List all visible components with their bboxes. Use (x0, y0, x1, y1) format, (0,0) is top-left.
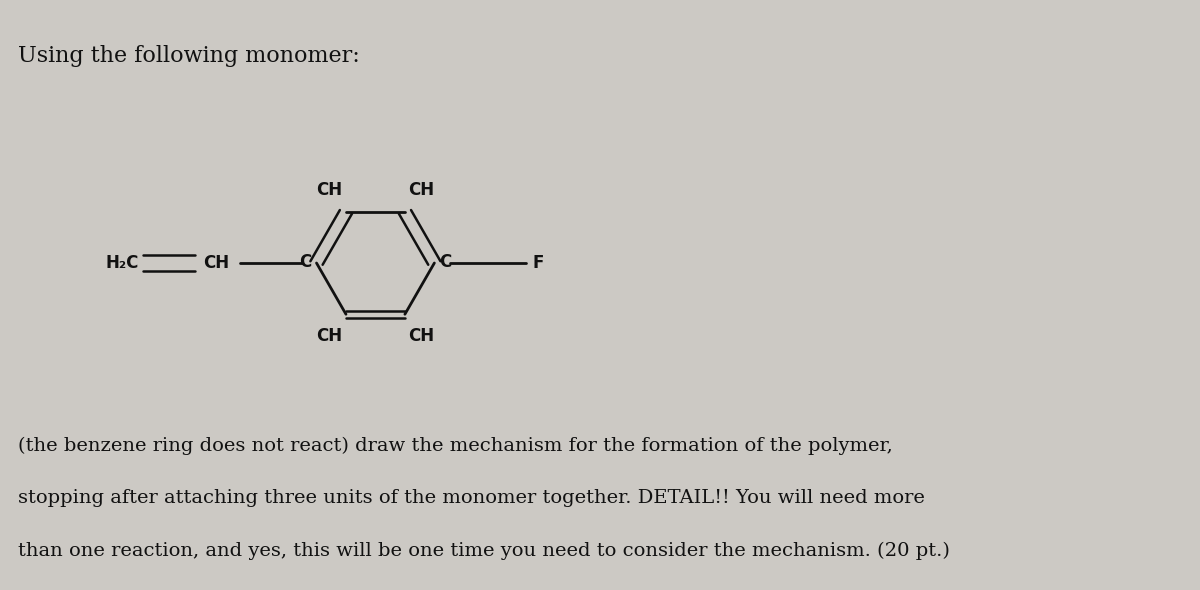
Text: CH: CH (317, 327, 342, 345)
Text: C: C (300, 253, 312, 271)
Text: F: F (532, 254, 544, 272)
Text: H₂C: H₂C (106, 254, 139, 272)
Text: (the benzene ring does not react) draw the mechanism for the formation of the po: (the benzene ring does not react) draw t… (18, 437, 893, 455)
Text: C: C (439, 253, 451, 271)
Text: CH: CH (203, 254, 229, 272)
Text: CH: CH (408, 181, 434, 199)
Text: CH: CH (408, 327, 434, 345)
Text: stopping after attaching three units of the monomer together. DETAIL!! You will : stopping after attaching three units of … (18, 489, 925, 507)
Text: than one reaction, and yes, this will be one time you need to consider the mecha: than one reaction, and yes, this will be… (18, 542, 950, 560)
Text: CH: CH (317, 181, 342, 199)
Text: Using the following monomer:: Using the following monomer: (18, 45, 360, 67)
